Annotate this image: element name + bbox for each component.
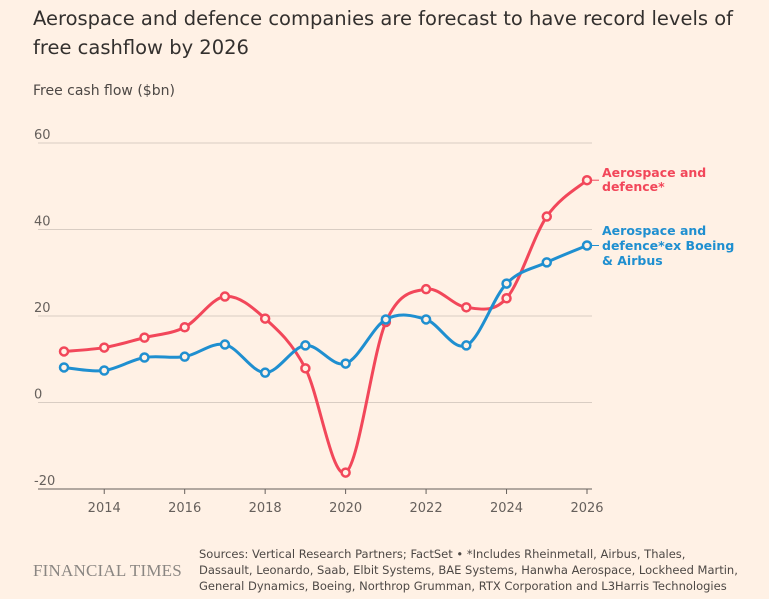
ft-logo: FINANCIAL TIMES: [33, 561, 182, 580]
data-point: [340, 358, 351, 369]
x-tick-label: 2020: [329, 501, 362, 516]
source-note: Sources: Vertical Research Partners; Fac…: [199, 547, 738, 593]
data-point: [139, 332, 150, 343]
data-point: [219, 291, 231, 302]
data-point: [461, 302, 472, 313]
x-tick-label: 2018: [249, 501, 282, 516]
series-label: Aerospace and: [602, 223, 706, 238]
chart-title: Aerospace and defence companies are fore…: [33, 7, 734, 59]
x-tick-label: 2024: [490, 501, 523, 516]
y-tick-label: 60: [34, 128, 51, 143]
data-point: [380, 314, 392, 325]
data-point: [420, 314, 432, 325]
y-tick-label: 20: [34, 301, 51, 316]
x-tick-label: 2026: [570, 501, 603, 516]
x-tick-label: 2022: [410, 501, 443, 516]
data-point: [259, 313, 271, 324]
data-point: [340, 467, 351, 478]
data-point: [139, 352, 150, 363]
x-tick-label: 2014: [88, 501, 121, 516]
x-tick-label: 2016: [168, 501, 201, 516]
data-point: [179, 351, 190, 362]
data-point: [501, 293, 512, 304]
data-point: [501, 278, 512, 289]
y-tick-label: -20: [34, 474, 55, 489]
data-point: [541, 257, 553, 268]
series-label: defence*ex Boeing: [602, 238, 734, 253]
y-axis-label: Free cash flow ($bn): [33, 83, 175, 99]
data-point: [58, 362, 70, 373]
data-point: [541, 211, 553, 222]
data-point: [259, 367, 271, 378]
series-label: & Airbus: [602, 253, 663, 268]
data-point: [98, 342, 110, 353]
series-label: Aerospace and: [602, 165, 706, 180]
series-label: defence*: [602, 179, 665, 194]
data-point: [58, 346, 70, 357]
data-point: [300, 340, 311, 351]
data-point: [300, 363, 311, 374]
data-point: [581, 174, 593, 186]
y-tick-label: 0: [34, 388, 42, 403]
data-point: [179, 321, 190, 333]
data-point: [420, 283, 432, 295]
data-point: [98, 365, 110, 376]
data-point: [581, 240, 593, 251]
data-point: [219, 339, 231, 350]
series-line-0: [63, 179, 589, 475]
data-point: [461, 340, 472, 351]
y-tick-label: 40: [34, 215, 51, 230]
